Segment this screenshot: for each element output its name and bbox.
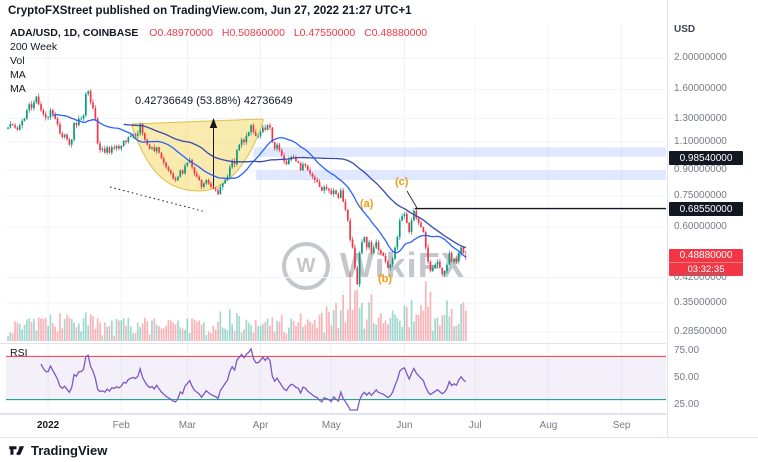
price-tick-label: 1.10000000 xyxy=(674,136,727,148)
indicator-ma-1[interactable]: MA xyxy=(10,69,26,81)
price-tick-label: 1.30000000 xyxy=(674,112,727,124)
rsi-tick-label: 25.00 xyxy=(674,399,700,410)
time-tick-label: Jun xyxy=(396,420,413,431)
indicator-ma-2[interactable]: MA xyxy=(10,83,26,95)
price-tick-label: 0.28500000 xyxy=(674,326,727,338)
price-tick-label: 1.60000000 xyxy=(674,83,727,95)
wikifx-watermark: W WikiFX xyxy=(282,242,466,290)
rsi-pane-label[interactable]: RSI xyxy=(10,347,28,359)
elliott-wave-c-label: (c) xyxy=(395,176,409,188)
tradingview-logo[interactable] xyxy=(8,442,25,459)
price-tick-label: 0.60000000 xyxy=(674,221,727,233)
price-tick-label: 0.90000000 xyxy=(674,164,727,176)
bar-countdown-timer: 03:32:35 xyxy=(669,262,743,275)
rsi-tick-label: 75.00 xyxy=(674,345,700,356)
indicator-200-week[interactable]: 200 Week xyxy=(10,41,58,53)
time-tick-label: Sep xyxy=(612,420,631,431)
price-tick-label: 0.75000000 xyxy=(674,189,727,201)
footer-bar: TradingView xyxy=(0,437,758,462)
time-tick-label: Apr xyxy=(252,420,269,431)
last-price-label: 0.48880000 xyxy=(679,250,733,261)
symbol-title[interactable]: ADA/USD, 1D, COINBASE xyxy=(10,27,139,39)
time-tick-label: May xyxy=(321,420,341,431)
rsi-tick-label: 50.00 xyxy=(674,372,700,383)
ohlc-close: C0.48880000 xyxy=(364,27,428,39)
attribution-text: CryptoFXStreet published on TradingView.… xyxy=(8,5,412,17)
ohlc-high: H0.50860000 xyxy=(221,27,285,39)
time-tick-label: Jul xyxy=(468,420,482,431)
time-scale[interactable]: 2022 Feb Mar Apr May Jun Jul Aug Sep xyxy=(0,414,667,438)
time-tick-label: Aug xyxy=(539,420,558,431)
ma-200-week-price-badge: 0.98540000 xyxy=(669,151,743,165)
time-tick-label: Mar xyxy=(178,420,196,431)
indicator-volume[interactable]: Vol xyxy=(10,55,25,67)
ohlc-low: L0.47550000 xyxy=(293,27,356,39)
time-tick-label: Feb xyxy=(112,420,130,431)
time-tick-label: 2022 xyxy=(36,420,60,431)
target-line-price-badge: 0.68550000 xyxy=(669,202,743,216)
wikifx-logo-icon: W xyxy=(282,242,330,290)
elliott-wave-a-label: (a) xyxy=(360,198,374,210)
price-tick-label: 0.42000000 xyxy=(674,271,727,283)
currency-label: USD xyxy=(674,24,696,35)
price-tick-label: 2.00000000 xyxy=(674,52,727,63)
price-scale[interactable]: USD 0.98540000 0.68550000 0.48880000 03:… xyxy=(667,0,758,437)
wikifx-watermark-text: WikiFX xyxy=(340,245,466,286)
last-price-badge: 0.48880000 03:32:35 xyxy=(669,249,743,276)
legend-symbol-row: ADA/USD, 1D, COINBASE O0.48970000 H0.508… xyxy=(10,26,433,40)
cup-depth-label: 0.42736649 (53.88%) 42736649 xyxy=(135,95,293,107)
elliott-wave-b-label: (b) xyxy=(378,273,393,285)
tradingview-brand[interactable]: TradingView xyxy=(31,442,108,458)
tradingview-logo-icon xyxy=(9,445,25,455)
ohlc-open: O0.48970000 xyxy=(149,27,213,39)
price-tick-label: 0.35000000 xyxy=(674,297,727,309)
symbol-legend: ADA/USD, 1D, COINBASE O0.48970000 H0.508… xyxy=(10,26,433,96)
